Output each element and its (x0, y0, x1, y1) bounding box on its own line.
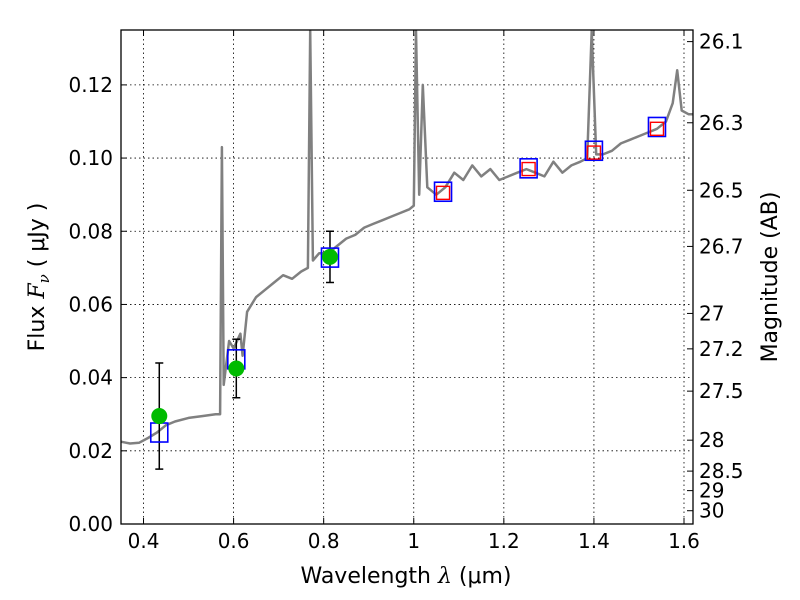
model-photometry-box (519, 158, 538, 179)
y-tick-label: 0.04 (68, 366, 113, 390)
mag-tick-label: 29 (699, 479, 724, 503)
observed-point-marker (435, 185, 451, 201)
observed-point-marker (521, 161, 536, 177)
model-photometry-box (584, 140, 604, 162)
mag-tick-label: 27.5 (699, 379, 744, 403)
y-tick-label: 0.00 (68, 512, 113, 536)
y-tick-label: 0.02 (68, 439, 113, 463)
y-tick-label: 0.06 (68, 292, 113, 316)
model-photometry-box (320, 247, 340, 268)
mag-tick-label: 26.1 (699, 30, 744, 54)
x-tick-label: 1.6 (668, 529, 700, 553)
mag-tick-label: 27 (699, 301, 724, 325)
mag-tick-label: 28 (699, 428, 724, 452)
x-tick-label: 0.8 (308, 529, 340, 553)
mag-tick-label: 26.3 (699, 111, 744, 135)
mag-tick-label: 27.2 (699, 337, 744, 361)
y-tick-label: 0.08 (68, 219, 113, 243)
x-tick-label: 0.6 (218, 529, 250, 553)
mag-tick-label: 26.7 (699, 234, 744, 258)
observed-point (321, 248, 338, 265)
x-tick-label: 0.4 (128, 529, 160, 553)
model-photometry-box (647, 116, 667, 138)
mag-tick-label: 28.5 (699, 459, 744, 483)
mag-tick-label: 26.5 (699, 178, 744, 202)
sed-model-line (120, 29, 693, 445)
observed-point-marker (586, 145, 602, 160)
y-tick-label: 0.12 (68, 73, 113, 97)
x-tick-label: 1.2 (488, 529, 520, 553)
x-axis-label: Wavelength λ (μm) (300, 564, 511, 589)
series-layer (120, 29, 693, 470)
x-tick-label: 1.4 (578, 529, 610, 553)
observed-point-marker (649, 121, 665, 137)
y-tick-label: 0.10 (68, 146, 113, 170)
observed-point (228, 360, 245, 377)
model-photometry-box (433, 181, 453, 203)
right-axis-label: Magnitude (AB) (758, 192, 783, 363)
plot-frame (120, 29, 694, 525)
observed-point (151, 408, 168, 425)
x-tick-label: 1 (407, 529, 420, 553)
tick-layer: 0.4 0.6 0.8 1 1.2 1.4 1.6 0.00 0.02 0.04 0.06 0.08 0… (68, 30, 743, 553)
mag-tick-label: 30 (699, 499, 724, 523)
y-axis-label: Flux Fν ( μJy ) (25, 203, 53, 352)
